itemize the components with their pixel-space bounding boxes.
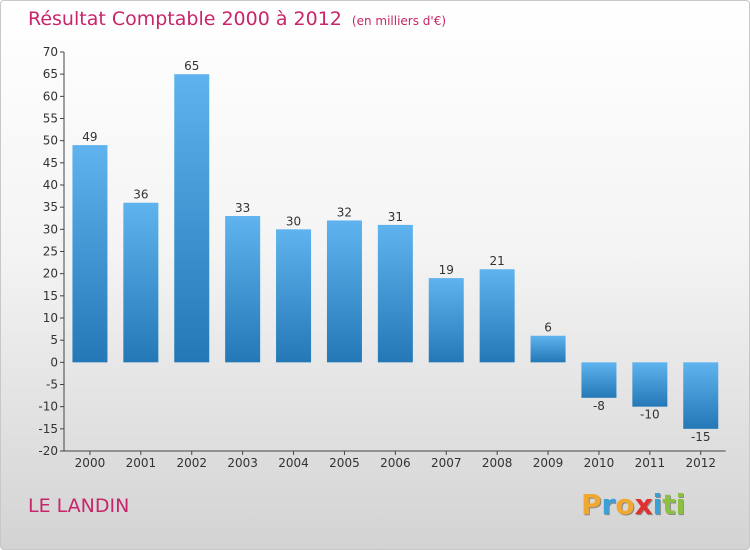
y-tick-label: 45 [43, 156, 58, 170]
data-label-2010: -8 [593, 399, 605, 413]
x-tick-label: 2009 [533, 456, 564, 470]
y-tick-label: 55 [43, 112, 58, 126]
y-tick-label: -5 [46, 378, 58, 392]
y-tick-label: 30 [43, 222, 58, 236]
x-tick-label: 2010 [584, 456, 615, 470]
logo-letter: x [634, 488, 653, 521]
x-tick-label: 2006 [380, 456, 411, 470]
data-label-2006: 31 [388, 210, 403, 224]
logo-letter: o [615, 488, 635, 521]
y-tick-label: 60 [43, 89, 58, 103]
y-tick-label: 0 [50, 355, 58, 369]
bar-2000 [72, 145, 108, 363]
y-tick-label: 20 [43, 267, 58, 281]
x-tick-label: 2005 [329, 456, 360, 470]
logo-letter: i [652, 488, 663, 521]
chart-title-main: Résultat Comptable 2000 à 2012 [28, 8, 342, 30]
axes-group: 7065605550454035302520151050-5-10-15-202… [38, 45, 726, 470]
data-labels-group: 49 36 65 33 30 32 31 19 21 6 -8 -10 -15 [82, 59, 710, 444]
data-label-2011: -10 [640, 408, 660, 422]
data-label-2009: 6 [544, 321, 552, 335]
data-label-2008: 21 [490, 254, 505, 268]
x-tick-label: 2011 [635, 456, 666, 470]
y-tick-label: 35 [43, 200, 58, 214]
data-label-2001: 36 [133, 188, 148, 202]
data-label-2007: 19 [439, 263, 454, 277]
x-tick-label: 2003 [227, 456, 258, 470]
chart-title: Résultat Comptable 2000 à 2012 (en millie… [28, 8, 446, 30]
logo-letter: P [581, 488, 602, 521]
bar-2009 [530, 335, 566, 363]
y-tick-label: -20 [38, 444, 58, 458]
y-tick-label: -15 [38, 422, 58, 436]
bar-2003 [225, 216, 261, 363]
chart-subtitle: (en milliers d'€) [351, 14, 447, 28]
bar-2011 [632, 362, 668, 407]
y-tick-label: 15 [43, 289, 58, 303]
y-tick-label: 25 [43, 245, 58, 259]
data-label-2005: 32 [337, 205, 352, 219]
logo-letter: i [675, 488, 686, 521]
bars-group [72, 74, 719, 429]
x-tick-label: 2008 [482, 456, 513, 470]
bar-2008 [479, 269, 515, 363]
x-tick-label: 2012 [685, 456, 716, 470]
proxiti-logo[interactable]: Proxiti [581, 488, 685, 521]
y-tick-label: 65 [43, 67, 58, 81]
x-tick-label: 2002 [176, 456, 207, 470]
logo-letter: t [662, 488, 676, 521]
bar-2010 [581, 362, 617, 398]
data-label-2003: 33 [235, 201, 250, 215]
bar-2012 [683, 362, 719, 429]
x-tick-label: 2007 [431, 456, 462, 470]
bar-2007 [428, 278, 464, 363]
bar-2004 [276, 229, 312, 363]
y-tick-label: 50 [43, 134, 58, 148]
location-name: LE LANDIN [28, 495, 130, 517]
x-tick-label: 2004 [278, 456, 309, 470]
y-tick-label: 40 [43, 178, 58, 192]
bar-2002 [174, 74, 210, 363]
bar-2005 [326, 220, 362, 363]
logo-letter: r [601, 488, 616, 521]
y-tick-label: 70 [43, 45, 58, 59]
data-label-2012: -15 [691, 430, 711, 444]
x-tick-label: 2000 [75, 456, 106, 470]
data-label-2000: 49 [82, 130, 97, 144]
data-label-2004: 30 [286, 214, 301, 228]
data-label-2002: 65 [184, 59, 199, 73]
y-tick-label: 5 [50, 333, 58, 347]
bar-2006 [377, 224, 413, 363]
y-tick-label: 10 [43, 311, 58, 325]
bar-2001 [123, 202, 159, 363]
y-tick-label: -10 [38, 400, 58, 414]
x-tick-label: 2001 [126, 456, 157, 470]
